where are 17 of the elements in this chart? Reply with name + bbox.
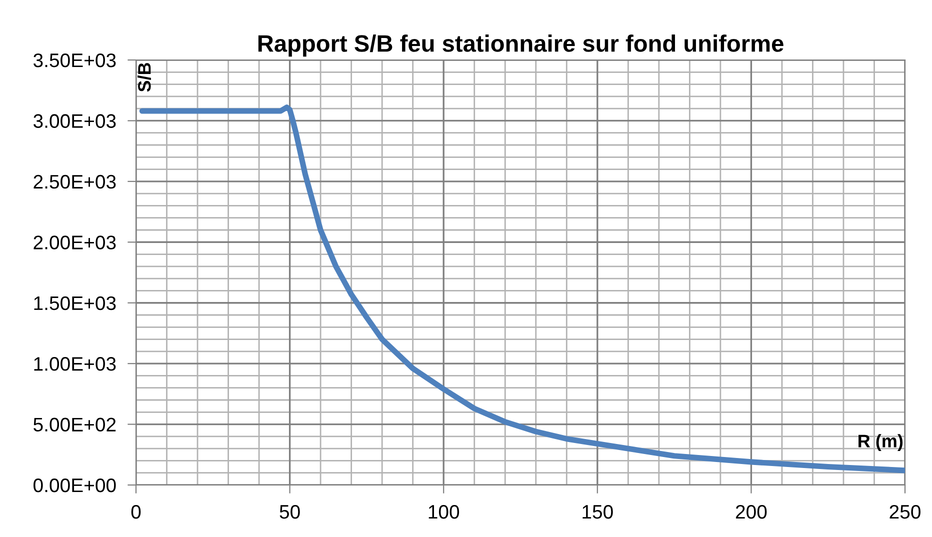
chart-title: Rapport S/B feu stationnaire sur fond uniforme <box>258 34 784 57</box>
y-axis-title: S/B <box>138 62 151 92</box>
x-tick-label: 0 <box>131 504 141 519</box>
y-tick-label: 3.50E+03 <box>34 53 116 68</box>
x-axis-title: R (m) <box>858 434 903 451</box>
y-tick-label: 2.00E+03 <box>34 236 116 250</box>
y-tick-label: 5.00E+02 <box>34 418 116 432</box>
y-tick-label: 2.50E+03 <box>34 174 116 189</box>
x-tick-label: 200 <box>736 504 767 519</box>
y-tick-label: 0.00E+00 <box>34 478 116 492</box>
y-tick-label: 1.50E+03 <box>34 296 116 310</box>
x-tick-label: 150 <box>582 504 613 519</box>
x-tick-label: 50 <box>280 504 300 519</box>
y-tick-label: 3.00E+03 <box>34 114 116 128</box>
x-tick-label: 250 <box>890 504 920 519</box>
y-tick-label: 1.00E+03 <box>34 357 116 371</box>
x-tick-label: 100 <box>428 504 460 519</box>
